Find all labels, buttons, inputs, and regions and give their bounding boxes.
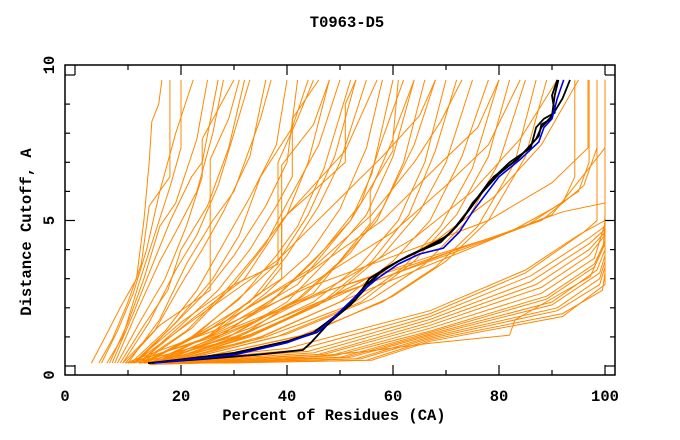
curve-orange xyxy=(162,79,458,364)
curve-orange xyxy=(148,79,521,364)
curve-orange xyxy=(148,79,383,364)
curve-orange xyxy=(207,266,606,364)
curve-orange xyxy=(138,79,357,364)
curve-orange xyxy=(116,79,235,364)
curves-layer xyxy=(90,79,606,365)
y-axis-label: Distance Cutoff, A xyxy=(18,148,36,316)
x-tick-label: 100 xyxy=(591,388,619,406)
curve-orange xyxy=(127,79,576,364)
curve-orange xyxy=(132,79,314,364)
x-tick-label: 80 xyxy=(490,388,509,406)
curve-orange xyxy=(122,79,251,364)
ticks-layer xyxy=(65,65,615,375)
curve-orange xyxy=(141,79,341,364)
curve-orange xyxy=(130,79,288,364)
curve-orange xyxy=(146,79,367,364)
tick-labels-layer: 0 20 40 60 80 100 0 5 10 xyxy=(41,56,619,406)
curve-orange xyxy=(159,79,447,364)
curve-orange xyxy=(133,79,590,364)
curve-orange xyxy=(164,79,473,364)
x-tick-label: 20 xyxy=(172,388,191,406)
x-tick-label: 40 xyxy=(278,388,297,406)
x-axis-label: Percent of Residues (CA) xyxy=(222,407,445,425)
curve-black xyxy=(151,79,559,364)
curve-orange xyxy=(138,79,320,364)
curve-orange xyxy=(101,79,194,364)
curve-blue xyxy=(154,79,565,364)
y-tick-label: 5 xyxy=(41,216,59,225)
x-tick-label: 60 xyxy=(384,388,403,406)
curve-orange xyxy=(109,79,208,364)
curve-orange xyxy=(154,79,558,364)
x-tick-label: 0 xyxy=(60,388,69,406)
curve-orange xyxy=(143,79,606,364)
curve-orange xyxy=(159,79,436,364)
curve-orange xyxy=(127,79,272,364)
curve-orange xyxy=(98,79,171,364)
curve-orange xyxy=(151,79,394,364)
curve-orange xyxy=(141,79,463,364)
curve-orange xyxy=(122,79,240,364)
curve-orange xyxy=(223,133,606,364)
curve-orange xyxy=(154,228,606,364)
curve-orange xyxy=(119,79,246,364)
y-tick-label: 10 xyxy=(41,56,59,75)
curve-orange xyxy=(191,255,606,364)
curve-orange xyxy=(133,79,436,364)
curve-orange xyxy=(130,79,606,364)
curve-orange xyxy=(114,79,224,364)
chart-title: T0963-D5 xyxy=(310,14,384,32)
y-tick-label: 0 xyxy=(41,370,59,379)
curve-orange xyxy=(149,79,606,365)
curve-orange xyxy=(106,79,182,364)
curve-orange xyxy=(90,79,163,364)
curve-orange xyxy=(138,79,330,364)
curve-orange xyxy=(165,234,606,364)
